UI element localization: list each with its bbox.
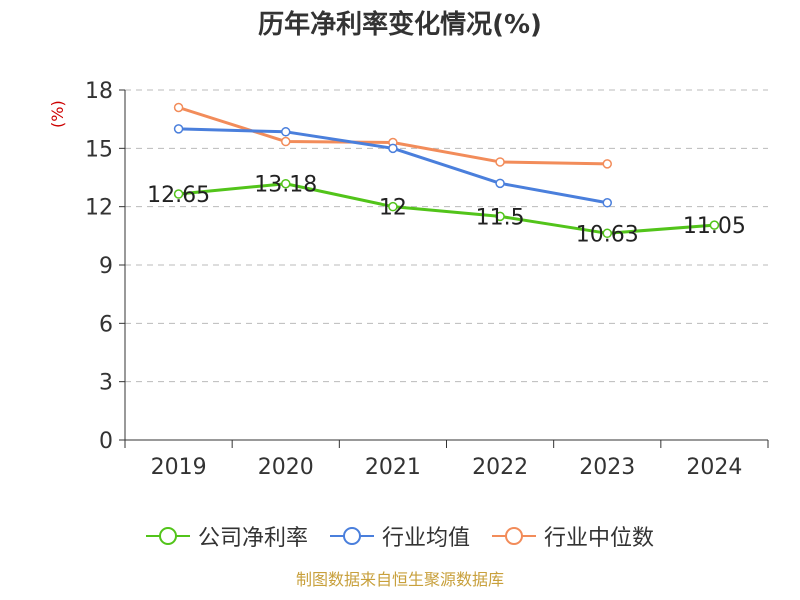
legend-marker-icon [492, 527, 536, 545]
legend-label: 行业中位数 [544, 526, 655, 551]
data-point [602, 198, 612, 208]
legend-item-industry-median[interactable]: 行业中位数 [492, 520, 654, 552]
data-point [173, 102, 184, 113]
legend-item-company[interactable]: 公司净利率 [145, 520, 308, 552]
data-point [173, 124, 184, 134]
data-point [602, 159, 612, 169]
data-point [173, 189, 184, 199]
y-tick-label: 0 [99, 429, 113, 454]
chart-title: 历年净利率变化情况(%) [258, 10, 542, 40]
legend: 公司净利率 行业均值 行业中位数 [0, 520, 800, 552]
data-label: 12 [379, 196, 407, 221]
legend-item-industry-mean[interactable]: 行业均值 [329, 520, 470, 552]
data-label: 10.63 [576, 222, 639, 247]
data-point [281, 136, 291, 147]
data-label: 11.05 [683, 214, 746, 239]
data-point [602, 228, 612, 239]
data-point [495, 178, 505, 189]
data-label: 13.18 [254, 173, 317, 198]
gridlines [125, 89, 768, 383]
legend-marker-icon [145, 527, 190, 545]
y-tick-label: 18 [85, 79, 113, 104]
x-tick-label: 2023 [579, 455, 635, 480]
x-tick-label: 2022 [472, 455, 528, 480]
data-point [495, 157, 505, 167]
data-point [709, 220, 720, 230]
series-line [178, 106, 608, 166]
y-axis-label: (%) [48, 100, 67, 128]
legend-label: 公司净利率 [197, 526, 308, 551]
legend-marker-icon [329, 527, 374, 545]
y-tick-label: 3 [99, 371, 113, 396]
source-footer: 制图数据来自恒生聚源数据库 [295, 570, 504, 589]
data-point [388, 201, 398, 212]
y-tick-label: 12 [85, 196, 113, 221]
data-label: 12.65 [147, 183, 210, 208]
y-tick-label: 9 [99, 254, 113, 279]
x-tick-label: 2024 [686, 455, 742, 480]
data-point [281, 127, 291, 137]
y-tick-label: 6 [99, 312, 113, 337]
data-point [281, 178, 291, 189]
legend-label: 行业均值 [381, 526, 470, 551]
data-point [388, 143, 398, 154]
x-tick-label: 2021 [365, 455, 421, 480]
x-tick-label: 2020 [258, 455, 314, 480]
data-label: 11.5 [476, 205, 525, 230]
y-tick-label: 15 [85, 137, 113, 162]
data-point [495, 211, 505, 222]
series-lines [173, 102, 720, 239]
axes: 0 3 6 9 12 15 18 2019 2020 2021 2022 2023 2024 [85, 79, 769, 480]
series-line [178, 182, 715, 235]
data-labels: 12.65 13.18 12 11.5 10.63 11.05 [147, 173, 746, 248]
x-tick-label: 2019 [151, 455, 207, 480]
